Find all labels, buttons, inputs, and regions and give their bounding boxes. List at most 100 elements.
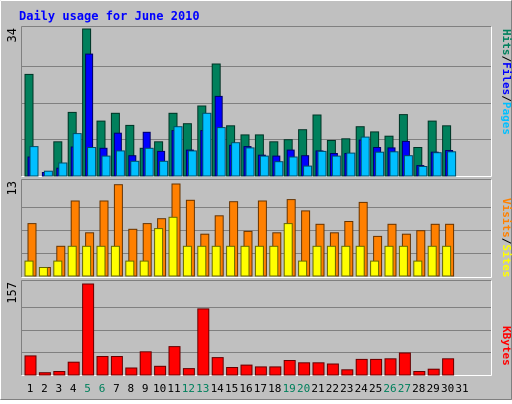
x-tick-label-20: 20 (297, 382, 310, 395)
bar-kbytes-18 (269, 366, 282, 376)
bar-kbytes-10 (154, 365, 167, 376)
y-max-label: 157 (5, 282, 19, 304)
bar-kbytes-12 (182, 368, 195, 376)
bar-kbytes-9 (139, 351, 152, 376)
bar-kbytes-5 (82, 283, 95, 376)
legend-item-visits: Visits (500, 198, 512, 238)
bar-kbytes-27 (398, 352, 411, 376)
x-tick-label-14: 14 (211, 382, 225, 395)
bar-sites-5 (82, 245, 92, 277)
bar-kbytes-7 (110, 356, 123, 376)
bar-sites-25 (370, 260, 380, 277)
y-max-label: 13 (5, 181, 19, 195)
bar-pages-26 (389, 151, 399, 177)
chart-panels: 34 Hits/Files/Pages13Visits/Sites157KByte… (5, 26, 512, 376)
chart-panel-3: 157 KBytes (5, 280, 512, 376)
x-tick-label-28: 28 (412, 382, 425, 395)
bar-kbytes-23 (341, 369, 354, 376)
bar-pages-19 (288, 156, 298, 177)
bar-kbytes-21 (312, 362, 325, 376)
bar-pages-3 (58, 162, 68, 177)
x-tick-label-7: 7 (113, 382, 120, 395)
bar-sites-21 (312, 245, 322, 277)
bar-kbytes-19 (283, 360, 296, 376)
legend-item-hits: Hits (500, 29, 512, 56)
bar-kbytes-11 (168, 346, 181, 376)
bar-kbytes-26 (384, 358, 397, 376)
bar-kbytes-20 (298, 362, 311, 376)
x-tick-label-16: 16 (239, 382, 252, 395)
bar-pages-27 (403, 155, 413, 177)
bar-sites-9 (139, 260, 149, 277)
bar-sites-10 (154, 228, 164, 277)
bar-pages-23 (346, 152, 356, 177)
bar-pages-17 (259, 155, 269, 177)
x-tick-label-22: 22 (326, 382, 339, 395)
bar-pages-18 (274, 161, 284, 177)
x-tick-label-21: 21 (311, 382, 324, 395)
bar-pages-15 (231, 142, 241, 177)
bar-sites-20 (298, 260, 308, 277)
x-tick-label-10: 10 (153, 382, 166, 395)
legend-item-pages: Pages (500, 102, 512, 135)
bar-sites-23 (341, 245, 351, 277)
bar-pages-6 (101, 155, 111, 177)
x-tick-label-8: 8 (127, 382, 134, 395)
bar-pages-29 (432, 152, 442, 177)
bar-pages-9 (144, 147, 154, 177)
bar-pages-30 (447, 151, 457, 177)
bar-sites-3 (53, 260, 63, 277)
bar-kbytes-2 (38, 372, 51, 376)
bar-pages-24 (360, 136, 370, 177)
bar-sites-15 (226, 245, 236, 277)
bar-sites-17 (254, 245, 264, 277)
x-tick-label-2: 2 (41, 382, 48, 395)
x-tick-label-12: 12 (182, 382, 195, 395)
legend-separator: / (500, 56, 512, 63)
bar-kbytes-14 (211, 357, 224, 376)
bar-kbytes-28 (413, 371, 426, 376)
bar-sites-27 (398, 245, 408, 277)
bar-pages-25 (375, 151, 385, 177)
bar-kbytes-30 (442, 358, 455, 376)
bar-sites-8 (125, 260, 135, 277)
bar-kbytes-1 (24, 355, 37, 376)
x-tick-label-24: 24 (355, 382, 369, 395)
x-tick-label-23: 23 (340, 382, 353, 395)
x-tick-label-1: 1 (27, 382, 34, 395)
x-tick-label-5: 5 (84, 382, 91, 395)
bar-kbytes-6 (96, 356, 109, 376)
bar-pages-14 (216, 127, 226, 177)
legend-3: KBytes (500, 326, 512, 366)
bar-sites-12 (182, 245, 192, 277)
bar-sites-13 (197, 245, 207, 277)
legend-2: Visits/Sites (500, 198, 512, 278)
bar-pages-1 (29, 146, 39, 177)
bar-sites-18 (269, 245, 279, 277)
legend-separator: / (500, 95, 512, 102)
bar-kbytes-25 (370, 358, 383, 376)
bar-sites-22 (326, 245, 336, 277)
bar-kbytes-24 (355, 358, 368, 376)
bar-sites-30 (442, 245, 452, 277)
bar-pages-16 (245, 147, 255, 177)
bar-pages-10 (159, 160, 169, 177)
x-tick-label-26: 26 (383, 382, 396, 395)
bar-pages-21 (317, 150, 327, 177)
legend-item-kbytes: KBytes (500, 326, 512, 366)
x-tick-label-27: 27 (398, 382, 411, 395)
bar-kbytes-29 (427, 368, 440, 376)
bar-sites-11 (168, 216, 178, 277)
bar-kbytes-22 (326, 363, 339, 376)
x-tick-label-9: 9 (142, 382, 149, 395)
x-tick-label-4: 4 (70, 382, 77, 395)
x-tick-label-3: 3 (55, 382, 62, 395)
bar-kbytes-8 (125, 367, 138, 376)
bar-sites-2 (38, 267, 48, 277)
bar-kbytes-17 (254, 366, 267, 376)
bar-kbytes-4 (67, 361, 80, 376)
bar-pages-2 (43, 170, 53, 177)
bar-sites-24 (355, 245, 365, 277)
legend-1: Hits/Files/Pages (500, 29, 512, 135)
